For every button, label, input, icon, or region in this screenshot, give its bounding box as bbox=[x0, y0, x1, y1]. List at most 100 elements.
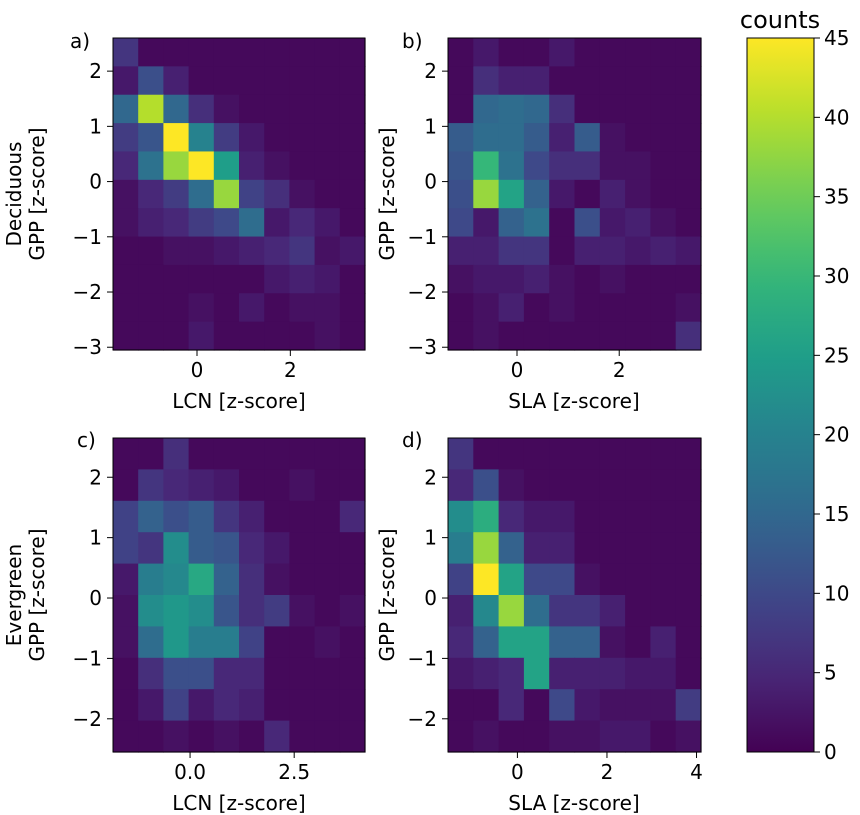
heatmap-cell bbox=[625, 66, 651, 96]
heatmap-cell bbox=[523, 236, 550, 266]
heatmap-cell bbox=[650, 123, 677, 153]
heatmap-cell bbox=[599, 151, 626, 181]
heatmap-cell bbox=[188, 208, 215, 238]
heatmap-cell bbox=[113, 532, 139, 565]
heatmap-cell bbox=[314, 94, 341, 124]
heatmap-cell bbox=[498, 500, 525, 533]
y-axis-label-line: Evergreen bbox=[2, 544, 26, 646]
heatmap-cell bbox=[188, 236, 215, 266]
heatmap-cell bbox=[113, 720, 139, 753]
heatmap-cell bbox=[549, 626, 576, 659]
heatmap-cell bbox=[549, 595, 576, 627]
heatmap-cell bbox=[675, 66, 702, 96]
heatmap-cell bbox=[264, 264, 290, 294]
heatmap-cell bbox=[188, 469, 215, 502]
heatmap-cell bbox=[339, 293, 366, 323]
x-tick-label: 0 bbox=[511, 358, 524, 382]
y-tick-label: 1 bbox=[424, 114, 437, 138]
heatmap-cell bbox=[264, 689, 290, 722]
heatmap-cell bbox=[239, 500, 265, 533]
y-tick-label: −1 bbox=[73, 225, 102, 249]
heatmap-cell bbox=[239, 123, 265, 153]
heatmap-cell bbox=[574, 66, 601, 96]
heatmap-cell bbox=[625, 38, 651, 67]
heatmap-cell bbox=[675, 208, 702, 238]
heatmap-cell bbox=[549, 500, 576, 533]
heatmap-cell bbox=[138, 657, 164, 690]
heatmap-cell bbox=[473, 626, 500, 659]
heatmap-cell bbox=[264, 500, 290, 533]
heatmap-cell bbox=[473, 179, 500, 209]
heatmap-cell bbox=[339, 689, 366, 722]
heatmap-cell bbox=[138, 321, 164, 351]
heatmap-cell bbox=[523, 151, 550, 181]
heatmap-cell bbox=[574, 179, 601, 209]
heatmap-cell bbox=[314, 720, 341, 753]
heatmap-cell bbox=[473, 293, 500, 323]
heatmap-cell bbox=[599, 179, 626, 209]
colorbar-title: counts bbox=[740, 6, 820, 34]
heatmap-cell bbox=[549, 66, 576, 96]
heatmap-cell bbox=[213, 123, 240, 153]
y-tick-label: 1 bbox=[89, 526, 102, 550]
heatmap-cell bbox=[448, 236, 474, 266]
heatmap-cell bbox=[448, 66, 474, 96]
heatmap-cell bbox=[574, 264, 601, 294]
heatmap-cell bbox=[523, 293, 550, 323]
heatmap-cell bbox=[213, 321, 240, 351]
heatmap-cell bbox=[523, 563, 550, 596]
heatmap-cell bbox=[675, 500, 702, 533]
heatmap-cell bbox=[625, 595, 651, 627]
heatmap-cell bbox=[163, 208, 190, 238]
heatmap-cell bbox=[473, 123, 500, 153]
heatmap-cell bbox=[239, 689, 265, 722]
heatmap-cell bbox=[599, 38, 626, 67]
heatmap-cell bbox=[574, 500, 601, 533]
heatmap-cell bbox=[188, 123, 215, 153]
heatmap-cell bbox=[138, 595, 164, 627]
heatmap-cell bbox=[448, 321, 474, 351]
heatmap-cell bbox=[650, 293, 677, 323]
heatmap-cell bbox=[213, 438, 240, 470]
heatmap-cell bbox=[314, 236, 341, 266]
heatmap-cell bbox=[113, 563, 139, 596]
panel-a: 0 2 2 1 0 −1 −2 −3 a) LCN [z-score] DeciduousGP… bbox=[2, 29, 366, 413]
heatmap-cell bbox=[239, 94, 265, 124]
panel-label-d: d) bbox=[402, 428, 423, 452]
axes-b: 0 2 2 1 0 −1 −2 −3 bbox=[408, 59, 626, 382]
heatmap-cell bbox=[599, 236, 626, 266]
heatmap-cell bbox=[188, 94, 215, 124]
heatmap-cell bbox=[163, 563, 190, 596]
heatmap-cell bbox=[523, 94, 550, 124]
heatmap-cell bbox=[448, 123, 474, 153]
heatmap-cell bbox=[213, 66, 240, 96]
heatmap-cell bbox=[138, 236, 164, 266]
heatmap-cell bbox=[448, 689, 474, 722]
heatmap-cell bbox=[188, 151, 215, 181]
heatmap-cell bbox=[264, 38, 290, 67]
heatmap-cell bbox=[213, 657, 240, 690]
heatmap-cell bbox=[650, 626, 677, 659]
heatmap-cell bbox=[574, 293, 601, 323]
heatmap-cell bbox=[498, 264, 525, 294]
heatmap-cell bbox=[213, 626, 240, 659]
heatmap-cell bbox=[138, 469, 164, 502]
heatmap-cell bbox=[498, 657, 525, 690]
heatmap-cell bbox=[113, 179, 139, 209]
heatmap-cell bbox=[264, 532, 290, 565]
heatmap-cell bbox=[239, 264, 265, 294]
heatmap-cell bbox=[138, 94, 164, 124]
y-tick-label: 1 bbox=[89, 114, 102, 138]
heatmap-cell bbox=[650, 94, 677, 124]
heatmap-cell bbox=[473, 94, 500, 124]
heatmap-cell bbox=[523, 532, 550, 565]
colorbar-tick-label: 40 bbox=[824, 105, 849, 129]
heatmap-cell bbox=[549, 264, 576, 294]
heatmap-cell bbox=[314, 438, 341, 470]
heatmap-cell bbox=[339, 469, 366, 502]
heatmap-cell bbox=[138, 563, 164, 596]
heatmap-cell bbox=[339, 563, 366, 596]
heatmap-cell bbox=[599, 264, 626, 294]
heatmap-cell bbox=[650, 469, 677, 502]
heatmap-cell bbox=[113, 500, 139, 533]
